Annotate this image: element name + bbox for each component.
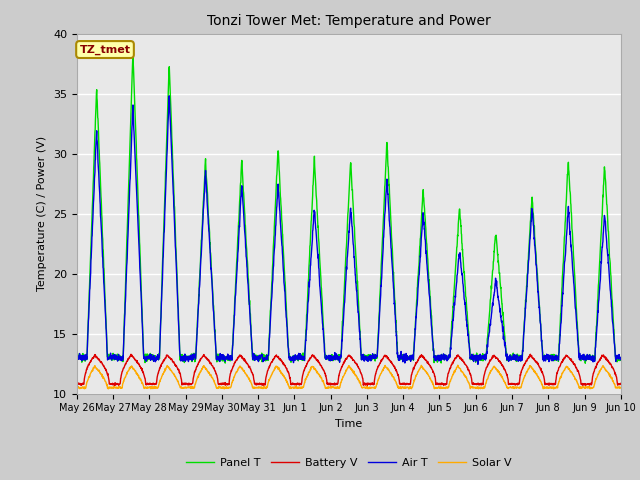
Battery V	[225, 381, 232, 387]
Panel T	[365, 352, 372, 358]
Air T	[570, 273, 577, 278]
Solar V	[225, 385, 232, 391]
Solar V	[365, 386, 372, 392]
Solar V	[73, 385, 81, 391]
Line: Solar V: Solar V	[77, 365, 621, 389]
Line: Battery V: Battery V	[77, 354, 621, 385]
Line: Panel T: Panel T	[77, 53, 621, 363]
Air T	[508, 357, 515, 363]
Panel T	[507, 357, 515, 362]
Legend: Panel T, Battery V, Air T, Solar V: Panel T, Battery V, Air T, Solar V	[182, 453, 516, 472]
Air T	[617, 355, 625, 360]
Battery V	[570, 359, 577, 365]
Solar V	[508, 385, 515, 391]
Line: Air T: Air T	[77, 96, 621, 364]
Panel T	[584, 353, 592, 359]
Battery V	[584, 382, 592, 387]
Air T	[365, 354, 372, 360]
Y-axis label: Temperature (C) / Power (V): Temperature (C) / Power (V)	[37, 136, 47, 291]
Air T	[165, 93, 173, 99]
Air T	[376, 296, 384, 301]
Solar V	[376, 372, 384, 378]
Battery V	[73, 381, 81, 386]
Solar V	[584, 385, 592, 391]
Air T	[584, 357, 592, 362]
Battery V	[111, 383, 118, 388]
Panel T	[617, 358, 625, 363]
Air T	[73, 356, 81, 362]
Text: TZ_tmet: TZ_tmet	[79, 44, 131, 55]
Panel T	[376, 285, 384, 290]
Panel T	[581, 360, 589, 366]
Air T	[474, 361, 482, 367]
Battery V	[507, 382, 515, 387]
Solar V	[617, 384, 625, 390]
Battery V	[527, 351, 534, 357]
Solar V	[405, 386, 413, 392]
Panel T	[569, 241, 577, 247]
Panel T	[225, 354, 232, 360]
Solar V	[454, 362, 461, 368]
Battery V	[365, 381, 372, 387]
Solar V	[570, 372, 577, 377]
Battery V	[376, 360, 384, 366]
Air T	[225, 352, 232, 358]
Panel T	[129, 50, 137, 56]
Battery V	[617, 381, 625, 386]
Panel T	[73, 351, 81, 357]
Title: Tonzi Tower Met: Temperature and Power: Tonzi Tower Met: Temperature and Power	[207, 14, 491, 28]
X-axis label: Time: Time	[335, 419, 362, 429]
